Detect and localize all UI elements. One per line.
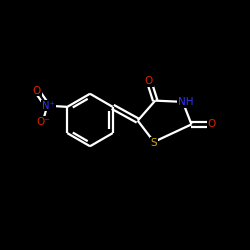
Text: O⁻: O⁻ bbox=[36, 117, 50, 127]
Text: S: S bbox=[151, 138, 157, 148]
Text: O: O bbox=[145, 76, 153, 86]
Text: O: O bbox=[33, 86, 41, 96]
Text: NH: NH bbox=[178, 97, 194, 107]
Text: O: O bbox=[207, 120, 216, 130]
Text: N⁺: N⁺ bbox=[42, 100, 55, 110]
